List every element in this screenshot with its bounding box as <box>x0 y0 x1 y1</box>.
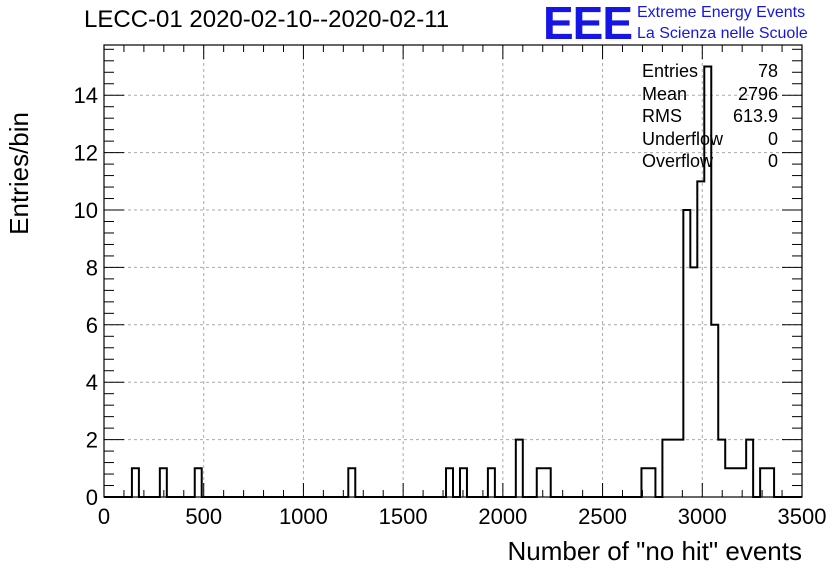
stat-label: Mean <box>642 83 688 104</box>
x-tick-label: 0 <box>98 504 110 529</box>
histogram-bin <box>690 267 697 497</box>
x-tick-label: 2500 <box>578 504 627 529</box>
y-tick-label: 4 <box>86 370 98 395</box>
stat-label: Overflow <box>642 151 714 171</box>
stat-value: 78 <box>757 61 778 81</box>
y-tick-label: 2 <box>86 428 98 453</box>
histogram-bin <box>132 468 139 497</box>
stat-value: 0 <box>767 151 778 171</box>
histogram-bin <box>683 210 690 497</box>
x-tick-label: 3000 <box>678 504 727 529</box>
histogram-bin <box>760 468 767 497</box>
histogram-bin <box>725 468 732 497</box>
x-tick-label: 1500 <box>379 504 428 529</box>
histogram-bin <box>732 468 739 497</box>
stat-value: 613.9 <box>732 106 778 126</box>
histogram-bin <box>446 468 453 497</box>
y-tick-label: 14 <box>74 83 98 108</box>
histogram-bin <box>537 468 544 497</box>
histogram-bin <box>718 440 725 497</box>
stat-entries: Entries 78 <box>642 60 778 83</box>
axis-ticks <box>103 45 803 498</box>
histogram-bin <box>160 468 167 497</box>
stat-label: Underflow <box>642 128 724 149</box>
y-tick-label: 12 <box>74 141 98 166</box>
stat-rms: RMS 613.9 <box>642 105 778 128</box>
stats-box: Entries 78 Mean 2796 RMS 613.9 Underflow… <box>642 60 778 173</box>
logo-caption-line2: La Scienza nelle Scuole <box>637 25 808 42</box>
x-axis-label: Number of "no hit" events <box>507 536 803 566</box>
logo-caption-line1: Extreme Energy Events <box>637 4 806 21</box>
stat-overflow: Overflow 0 <box>642 150 778 173</box>
histogram-bin <box>648 468 655 497</box>
x-tick-label: 2000 <box>478 504 527 529</box>
histogram-bin <box>488 468 495 497</box>
stat-underflow: Underflow 0 <box>642 128 778 151</box>
y-tick-label: 0 <box>86 485 98 510</box>
grid-lines <box>104 45 802 497</box>
logo-caption: Extreme Energy Events La Scienza nelle S… <box>637 2 808 44</box>
plot-frame <box>103 44 803 498</box>
histogram-bin <box>348 468 355 497</box>
y-tick-label: 10 <box>74 198 98 223</box>
histogram-bin <box>767 468 774 497</box>
stat-mean: Mean 2796 <box>642 83 778 106</box>
stat-value: 2796 <box>737 83 778 104</box>
histogram-bin <box>697 181 704 497</box>
eee-logo: EEE <box>543 0 633 49</box>
stat-label: Entries <box>642 61 699 81</box>
y-tick-label: 8 <box>86 255 98 280</box>
histogram-bin <box>676 440 683 497</box>
x-tick-label: 3500 <box>778 504 827 529</box>
histogram-bin <box>739 468 746 497</box>
histogram-bin <box>544 468 551 497</box>
histogram-bin <box>195 468 202 497</box>
histogram-bin <box>662 440 669 497</box>
x-tick-label: 1000 <box>279 504 328 529</box>
y-tick-label: 6 <box>86 313 98 338</box>
x-tick-label: 500 <box>185 504 222 529</box>
chart-title: LECC-01 2020-02-10--2020-02-11 <box>84 6 450 33</box>
histogram-bin <box>746 440 753 497</box>
tick-labels: 0 500 1000 1500 2000 2500 3000 3500 0 2 4 6 8 10 12 14 <box>74 83 827 529</box>
histogram-bin <box>711 325 718 497</box>
y-axis-label: Entries/bin <box>4 112 34 235</box>
stat-label: RMS <box>642 106 682 126</box>
histogram-bin <box>460 468 467 497</box>
stat-value: 0 <box>767 128 778 149</box>
histogram-bin <box>669 440 676 497</box>
histogram-bin <box>516 440 523 497</box>
histogram-bin <box>641 468 648 497</box>
